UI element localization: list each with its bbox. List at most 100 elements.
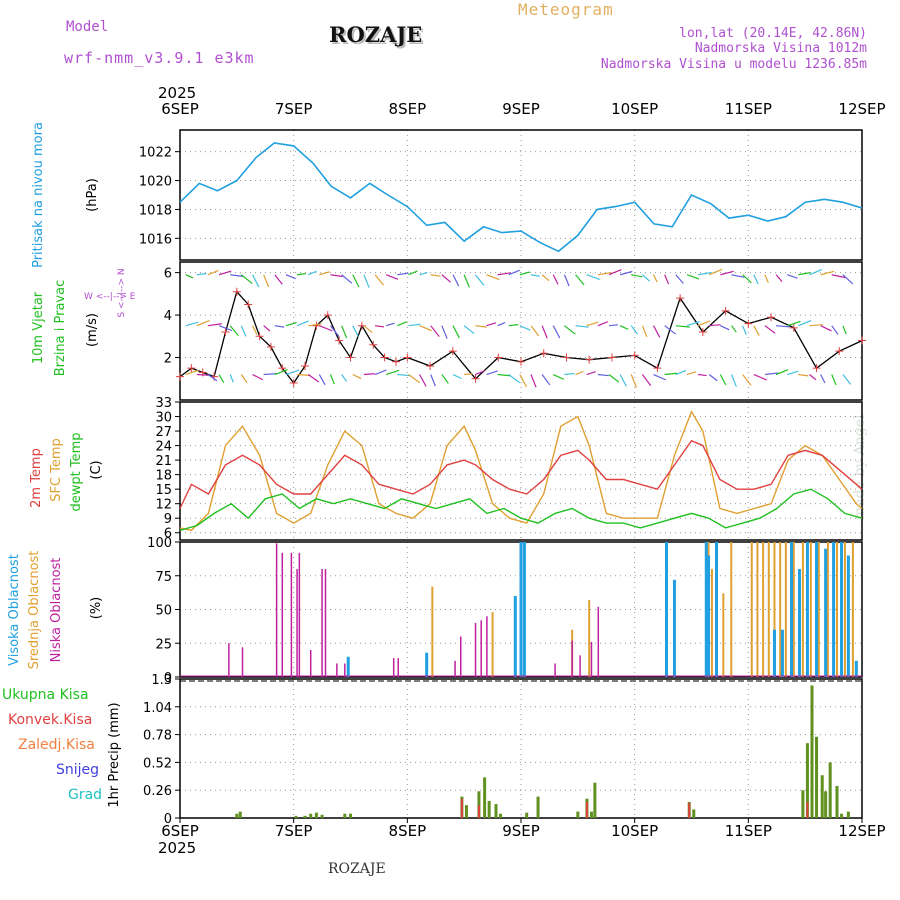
wind-arrow — [452, 373, 462, 380]
wind-arrow — [408, 270, 418, 276]
wind-marker — [255, 332, 264, 341]
wind-arrow — [430, 325, 440, 337]
mid-cloud-bar — [784, 542, 787, 677]
wind-arrow — [374, 325, 385, 328]
y-tick-label: 0.78 — [143, 729, 172, 744]
wind-arrow — [809, 324, 823, 327]
altitude-label: Nadmorska Visina 1012m — [694, 41, 867, 56]
total-precip-bar — [303, 815, 307, 818]
wind-arrow — [341, 274, 353, 284]
total-precip-bar — [238, 811, 242, 818]
model-altitude-label: Nadmorska Visina u modelu 1236.85m — [600, 57, 867, 72]
convective-precip-bar — [585, 801, 588, 818]
low-cloud-bar — [309, 650, 312, 677]
wind-arrow — [776, 325, 790, 328]
wind-arrow — [775, 274, 783, 283]
mid-cloud-bar — [767, 542, 770, 677]
wind-arrow — [641, 274, 650, 282]
wind-arrow — [664, 325, 677, 335]
y-tick-label: 50 — [155, 604, 172, 619]
wind-arrow — [519, 271, 531, 276]
mid-cloud-bar — [730, 542, 733, 677]
wind-arrow — [486, 322, 497, 327]
mid-cloud-bar — [756, 542, 759, 677]
wind-marker — [289, 379, 298, 388]
year-label-top: 2025 — [158, 84, 196, 102]
precip-legend-item: Zaledj.Kisa — [18, 737, 95, 753]
wind-arrow — [196, 273, 207, 276]
wind-marker — [221, 328, 230, 337]
wind-arrow — [263, 274, 270, 288]
wind-arrow — [497, 272, 511, 276]
mid-cloud-bar — [779, 542, 782, 677]
wind-arrow — [619, 270, 633, 276]
wind-marker — [380, 353, 389, 362]
wind-marker — [403, 353, 412, 362]
wind-arrow — [419, 271, 428, 276]
wind-marker — [426, 362, 435, 371]
wind-arrow — [196, 319, 210, 327]
wind-arrow — [597, 271, 612, 276]
wind-arrow — [742, 325, 747, 335]
wind-arrow — [619, 374, 627, 387]
wind-arrow — [698, 373, 707, 377]
wind-arrow — [385, 274, 399, 280]
wind-arrow — [697, 320, 711, 327]
x-tick-label-top: 9SEP — [502, 100, 540, 118]
high-cloud-label: Visoka Oblacnost — [7, 554, 22, 666]
total-precip-bar — [499, 813, 503, 818]
model-name: wrf-nmm_v3.9.1 e3km — [64, 49, 255, 67]
wind-arrow — [564, 325, 576, 335]
total-precip-bar — [692, 809, 696, 818]
mid-cloud-bar — [792, 542, 795, 677]
wind-arrow — [251, 274, 260, 288]
wind-arrow — [753, 325, 760, 336]
wind-arrow — [820, 325, 832, 332]
y-tick-label: 100 — [147, 536, 172, 551]
wind-arrow — [686, 321, 701, 327]
wind-arrow — [709, 324, 721, 327]
low-cloud-bar — [228, 643, 230, 677]
low-cloud-bar — [324, 569, 327, 677]
wind-arrow — [263, 325, 271, 332]
wind-marker — [176, 372, 184, 381]
precip-legend-item: Konvek.Kisa — [8, 712, 92, 728]
low-cloud-bar — [321, 569, 323, 677]
wind-marker — [335, 336, 344, 345]
wind-arrow — [541, 325, 548, 339]
mid-cloud-bar — [809, 542, 812, 677]
wind-arrow — [185, 274, 194, 279]
wind-title-2: Brzina i Pravac — [53, 280, 68, 377]
panel-frame — [179, 129, 863, 261]
high-cloud-bar — [815, 542, 819, 677]
y-tick-label: 1022 — [139, 146, 172, 161]
high-cloud-bar — [832, 542, 836, 677]
y-tick-label: 9 — [164, 512, 172, 527]
wind-arrow — [809, 374, 817, 381]
y-tick-label: 25 — [155, 637, 172, 652]
high-cloud-bar — [715, 542, 719, 677]
total-precip-bar — [494, 804, 498, 818]
y-tick-label: 27 — [155, 425, 172, 440]
wind-arrow — [530, 325, 540, 337]
wind-arrow — [686, 371, 696, 376]
wind-marker — [278, 364, 287, 373]
high-cloud-bar — [790, 542, 794, 677]
sfc-temp-line — [179, 410, 863, 532]
mid-cloud-bar — [801, 542, 804, 677]
low-cloud-bar — [397, 658, 399, 677]
y-tick-label: 75 — [155, 570, 172, 585]
wind-arrow — [730, 374, 737, 387]
mid-cloud-bar — [843, 542, 846, 677]
wind-arrow — [631, 274, 643, 278]
y-tick-label: 12 — [155, 498, 172, 513]
footer-location: ROZAJE — [328, 861, 386, 877]
high-cloud-bar — [672, 579, 676, 677]
wind-marker — [244, 300, 253, 309]
wind-title-1: 10m Vjetar — [31, 291, 46, 364]
mid-cloud-bar — [851, 542, 854, 677]
low-cloud-bar — [298, 552, 301, 677]
mid-cloud-bar — [826, 542, 829, 677]
wind-marker — [312, 321, 321, 330]
